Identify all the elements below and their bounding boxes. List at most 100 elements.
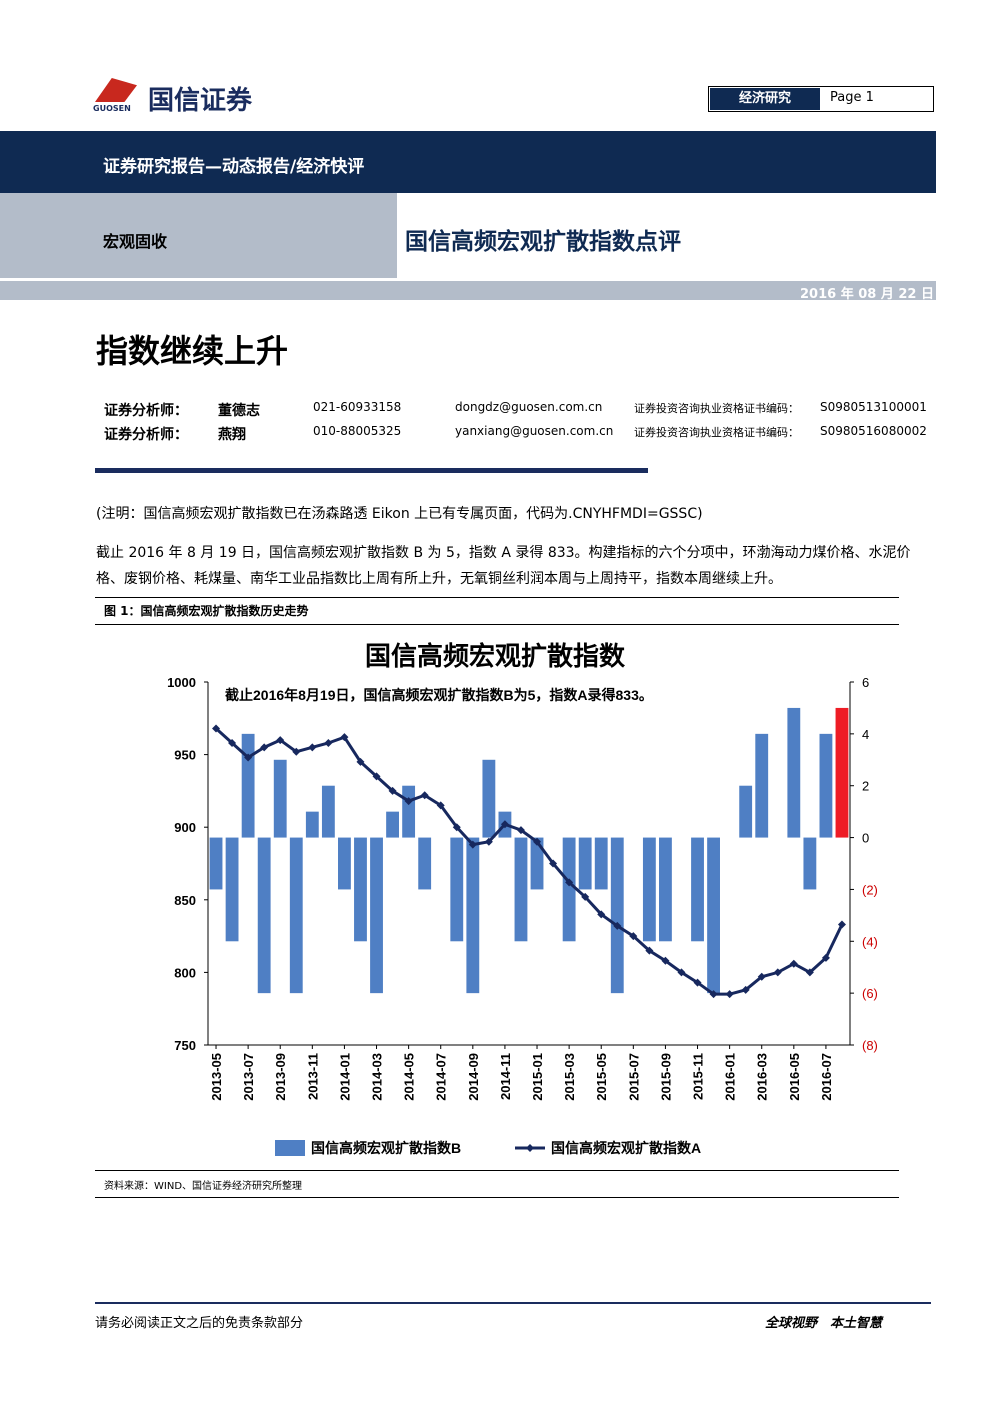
page-label: Page 1	[830, 90, 874, 105]
x-tick-label: 2016-01	[723, 1053, 738, 1101]
analyst-field: S0980516080002	[820, 424, 927, 438]
bar	[578, 837, 592, 890]
bar	[402, 785, 416, 838]
y-tick-label: 800	[174, 965, 196, 980]
rule	[95, 468, 648, 473]
footer-right: 全球视野 本土智慧	[765, 1316, 883, 1331]
y2-tick-label: 0	[862, 831, 869, 846]
bar	[273, 759, 287, 838]
bar	[562, 837, 576, 942]
bar	[418, 837, 432, 890]
point	[308, 743, 317, 752]
source: 资料来源：WIND、国信证券经济研究所整理	[104, 1181, 303, 1192]
date-band	[0, 281, 936, 300]
analyst-field: 021-60933158	[313, 400, 402, 414]
x-tick-label: 2014-03	[370, 1053, 385, 1101]
bar	[819, 733, 833, 838]
bar	[803, 837, 817, 890]
band	[0, 131, 936, 193]
paragraph: 截止 2016 年 8 月 19 日，国信高频宏观扩散指数 B 为 5，指数 A…	[96, 545, 911, 587]
y2-tick-label: (8)	[862, 1038, 878, 1053]
chart: 国信高频宏观扩散指数 750 800 850 900 950 1000 (8) (6) (4) (2…	[167, 641, 878, 1156]
point	[661, 956, 670, 965]
point	[549, 859, 558, 868]
bar	[755, 733, 769, 838]
bar	[642, 837, 656, 942]
bar	[354, 837, 367, 942]
legend-label: 国信高频宏观扩散指数A	[551, 1140, 701, 1156]
bar	[466, 837, 480, 994]
point	[436, 801, 445, 810]
point	[228, 738, 237, 747]
category-bg	[0, 193, 397, 278]
x-tick-label: 2014-05	[402, 1053, 417, 1101]
point	[821, 953, 830, 962]
point	[276, 736, 285, 745]
bar	[450, 837, 464, 942]
analyst-field: 董德志	[218, 403, 260, 419]
point	[404, 797, 413, 806]
line	[215, 727, 844, 996]
page-box	[708, 86, 934, 112]
analyst-field: 证券投资咨询执业资格证书编码：	[634, 402, 799, 415]
date: 2016 年 08 月 22 日	[800, 287, 934, 302]
annotation: 截止2016年8月19日，国信高频宏观扩散指数B为5，指数A录得833。	[225, 687, 653, 703]
x-tick-label: 2014-01	[337, 1053, 352, 1101]
bar	[321, 785, 335, 838]
x-tick-label: 2015-09	[658, 1053, 673, 1101]
bar	[707, 837, 720, 994]
legend-label: 国信高频宏观扩散指数B	[311, 1140, 461, 1156]
x-tick-label: 2015-07	[626, 1053, 641, 1101]
point	[629, 932, 638, 941]
analyst-field: 证券分析师：	[104, 427, 188, 443]
analyst-field: 010-88005325	[313, 424, 402, 438]
logo-mark	[95, 78, 137, 102]
point	[356, 757, 365, 766]
point	[212, 724, 221, 733]
footer-rule	[95, 1302, 931, 1304]
x-tick-label: 2015-11	[691, 1053, 706, 1100]
point	[533, 837, 542, 846]
chart-title: 国信高频宏观扩散指数	[365, 641, 626, 671]
point	[324, 738, 333, 747]
point	[741, 985, 750, 994]
bar	[739, 785, 753, 838]
y2-tick-label: (6)	[862, 986, 878, 1001]
bar	[338, 837, 351, 890]
y2-tick-label: 4	[862, 727, 869, 742]
point	[565, 878, 574, 887]
x-tick-label: 2015-05	[594, 1053, 609, 1101]
point	[516, 826, 525, 835]
note: (注明：国信高频宏观扩散指数已在汤森路透 Eikon 上已有专属页面，代码为.C…	[96, 506, 703, 522]
point	[757, 972, 766, 981]
x-tick-label: 2014-09	[466, 1053, 481, 1101]
analyst-field: 燕翔	[218, 427, 246, 443]
y2-tick-label: (4)	[862, 934, 878, 949]
point	[773, 968, 782, 977]
y2-tick-label: (2)	[862, 882, 878, 897]
point	[388, 786, 397, 795]
category: 宏观固收	[103, 232, 168, 251]
bar	[610, 837, 624, 994]
legend-swatch	[275, 1140, 305, 1156]
point	[292, 747, 301, 756]
point	[244, 753, 253, 762]
point	[709, 990, 718, 999]
bar	[691, 837, 704, 942]
point	[420, 791, 429, 800]
logo-text: 国信证券	[148, 86, 253, 116]
y-tick-label: 850	[174, 893, 196, 908]
point	[677, 968, 686, 977]
source-box	[95, 1170, 899, 1198]
legend-swatch	[526, 1144, 534, 1152]
analyst-field: yanxiang@guosen.com.cn	[455, 424, 614, 438]
analyst-field: 证券分析师：	[104, 403, 188, 419]
point	[645, 946, 654, 955]
bar	[835, 707, 849, 838]
bar	[386, 811, 399, 838]
point	[452, 823, 461, 832]
point	[372, 772, 381, 781]
analyst-field: 证券投资咨询执业资格证书编码：	[634, 426, 799, 439]
bar	[289, 837, 303, 994]
